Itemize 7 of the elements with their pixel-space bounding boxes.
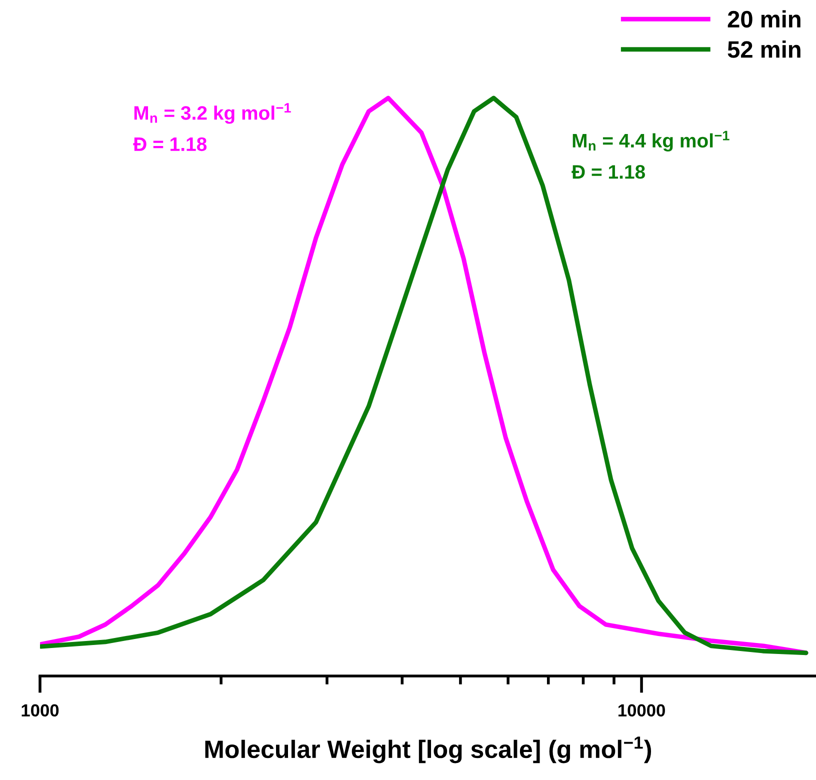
x-tick-label: 10000 (618, 704, 665, 717)
x-axis-title: Molecular Weight [log scale] (g mol$^{−1}$) (205, 736, 652, 764)
x-tick-label: 1000 (22, 704, 59, 717)
legend-label: 20 min (728, 10, 800, 28)
legend-label: 52 min (728, 40, 800, 58)
text: M$_{n}$ = 4.4 kg mol$^{−1}$ Đ = 1.18 (572, 130, 730, 179)
text: M$_{n}$ = 3.2 kg mol$^{−1}$ Đ = 1.18 (133, 103, 291, 152)
